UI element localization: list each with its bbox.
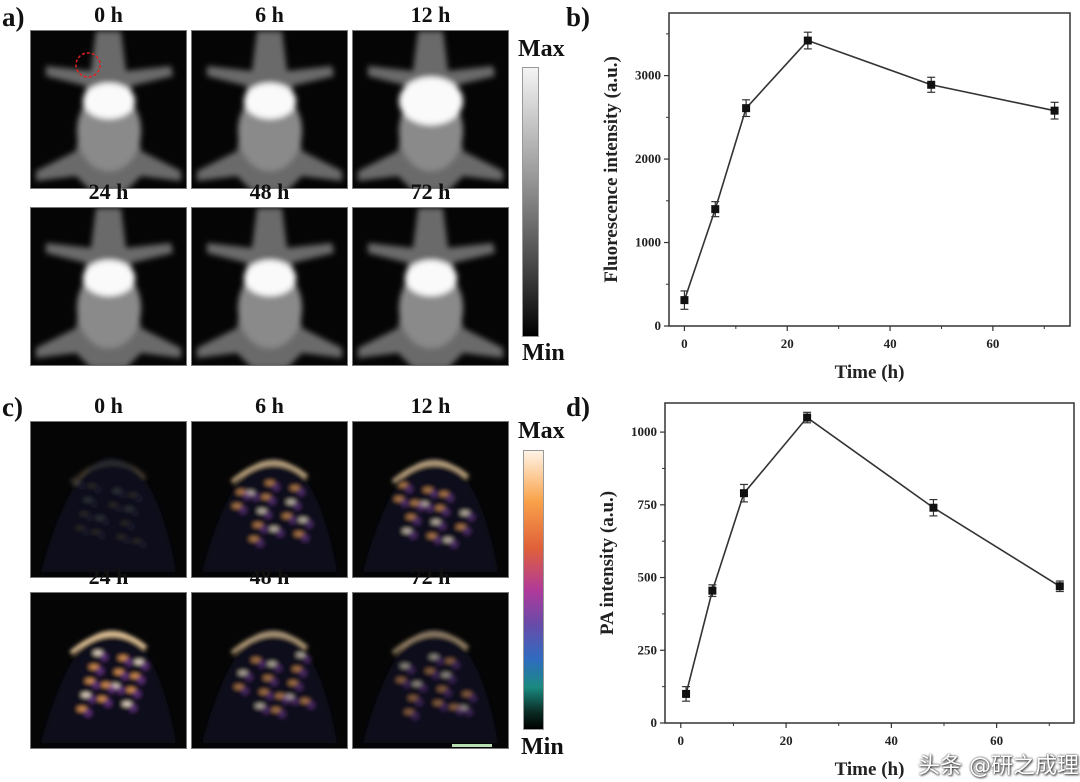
x-tick-label: 20 [780, 733, 793, 748]
panel-b-label: b) [566, 2, 591, 32]
y-tick-label: 750 [638, 497, 658, 512]
y-axis-label: Fluorescence intensity (a.u.) [601, 56, 622, 283]
scale-bar [452, 744, 492, 747]
x-tick-label: 60 [986, 336, 999, 351]
watermark: 头条 @研之成理 [918, 754, 1079, 779]
series-line [683, 39, 1055, 301]
y-tick-label: 2000 [635, 151, 661, 166]
data-point [1050, 106, 1059, 115]
time-label: 24 h [88, 179, 129, 204]
time-label: 0 h [94, 2, 123, 27]
x-tick-label: 60 [990, 733, 1003, 748]
time-label: 72 h [410, 564, 451, 589]
grayscale-colorbar [522, 67, 539, 337]
colorbar-max-label: Max [518, 36, 565, 62]
y-tick-label: 1000 [635, 235, 661, 250]
pa-image [30, 592, 187, 749]
fluorescence-image [352, 30, 509, 189]
pa-colorbar [523, 450, 544, 730]
colorbar-min-label: Min [522, 340, 565, 366]
series-line [685, 416, 1061, 695]
time-label: 0 h [94, 393, 123, 418]
time-label: 48 h [249, 564, 290, 589]
panel-a-label: a) [2, 2, 25, 32]
x-tick-label: 20 [781, 336, 794, 351]
data-point [803, 36, 812, 45]
pa-image [191, 592, 348, 749]
time-label: 12 h [410, 393, 451, 418]
data-point [1055, 582, 1064, 591]
time-label: 72 h [410, 179, 451, 204]
data-point [708, 586, 717, 595]
time-label: 12 h [410, 2, 451, 27]
data-point [742, 104, 751, 113]
y-tick-label: 0 [651, 715, 658, 730]
fluorescence-image [191, 207, 348, 366]
pa-image [352, 421, 509, 578]
pa-colorbar-max-label: Max [518, 418, 565, 444]
pa-intensity-chart: 0 20 40 60 0 250 500 750 1000 Time (h) PA intensit… [597, 402, 1075, 780]
y-tick-label: 1000 [631, 424, 657, 439]
roi-circle [75, 52, 101, 78]
y-axis-label: PA intensity (a.u.) [597, 491, 618, 635]
x-axis-label: Time (h) [835, 759, 905, 780]
y-tick-label: 3000 [635, 68, 661, 83]
y-tick-label: 500 [638, 570, 658, 585]
data-point [739, 489, 748, 498]
x-tick-label: 40 [885, 733, 898, 748]
fluorescence-image [352, 207, 509, 366]
plot-frame [668, 12, 1071, 327]
fluorescence-image [30, 207, 187, 366]
panel-c-label: c) [2, 392, 23, 422]
pa-image [352, 592, 509, 749]
pa-image [30, 421, 187, 578]
pa-image [191, 421, 348, 578]
data-point [927, 80, 936, 89]
data-point [680, 296, 689, 305]
panel-d-label: d) [566, 392, 591, 422]
fluorescence-image [191, 30, 348, 189]
time-label: 48 h [249, 179, 290, 204]
y-tick-label: 250 [638, 642, 658, 657]
time-label: 24 h [88, 564, 129, 589]
data-point [682, 689, 691, 698]
pa-colorbar-min-label: Min [521, 734, 564, 760]
data-point [711, 205, 720, 214]
time-label: 6 h [255, 393, 284, 418]
y-tick-label: 0 [655, 318, 662, 333]
data-point [929, 503, 938, 512]
fluorescence-image [30, 30, 187, 189]
fluorescence-intensity-chart: 0 20 40 60 0 1000 2000 3000 Time (h) Fluorescence… [601, 12, 1071, 383]
x-tick-label: 0 [678, 733, 685, 748]
x-axis-label: Time (h) [835, 362, 905, 383]
x-tick-label: 40 [884, 336, 897, 351]
data-point [803, 413, 812, 422]
time-label: 6 h [255, 2, 284, 27]
x-tick-label: 0 [681, 336, 688, 351]
plot-frame [664, 402, 1075, 724]
